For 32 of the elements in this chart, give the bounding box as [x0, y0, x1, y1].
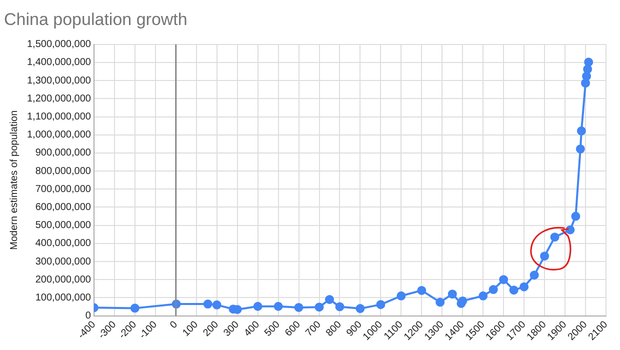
- x-tick-label: 0: [168, 319, 180, 332]
- y-tick-label: 1,000,000,000: [26, 130, 92, 141]
- y-tick-label: 1,100,000,000: [26, 112, 92, 123]
- y-tick-label: 1,500,000,000: [26, 39, 92, 50]
- y-tick-label: 400,000,000: [35, 238, 92, 250]
- y-tick-label: 1,300,000,000: [26, 75, 92, 86]
- x-tick-label: 700: [304, 319, 324, 339]
- y-tick-label: 200,000,000: [35, 274, 92, 286]
- x-tick-label: 500: [262, 319, 283, 339]
- chart-title: China population growth: [4, 10, 188, 29]
- x-tick-label: -400: [76, 319, 98, 342]
- y-tick-label: 500,000,000: [35, 220, 92, 232]
- y-tick-label: 1,200,000,000: [26, 93, 92, 104]
- x-tick-label: -200: [117, 319, 140, 342]
- x-tick-label: 200: [201, 319, 222, 339]
- y-tick-label: 300,000,000: [35, 256, 92, 268]
- y-tick-label: 900,000,000: [35, 148, 92, 159]
- y-axis-title: Modern estimates of population: [8, 110, 20, 250]
- x-tick-label: -300: [96, 319, 119, 342]
- y-tick-label: 1,400,000,000: [26, 57, 92, 68]
- x-tick-label: 400: [242, 319, 262, 339]
- x-tick-label: 300: [222, 319, 242, 339]
- y-tick-label: 700,000,000: [35, 184, 92, 195]
- x-tick-label: 100: [180, 319, 201, 339]
- y-tick-label: 100,000,000: [35, 292, 92, 304]
- x-tick-label: 800: [324, 319, 344, 339]
- x-tick-label: 900: [344, 319, 365, 339]
- x-tick-label: 600: [283, 319, 304, 339]
- x-tick-label: -100: [138, 319, 160, 342]
- y-tick-label: 0: [85, 310, 92, 322]
- y-tick-label: 600,000,000: [35, 202, 92, 213]
- y-tick-label: 800,000,000: [35, 166, 92, 177]
